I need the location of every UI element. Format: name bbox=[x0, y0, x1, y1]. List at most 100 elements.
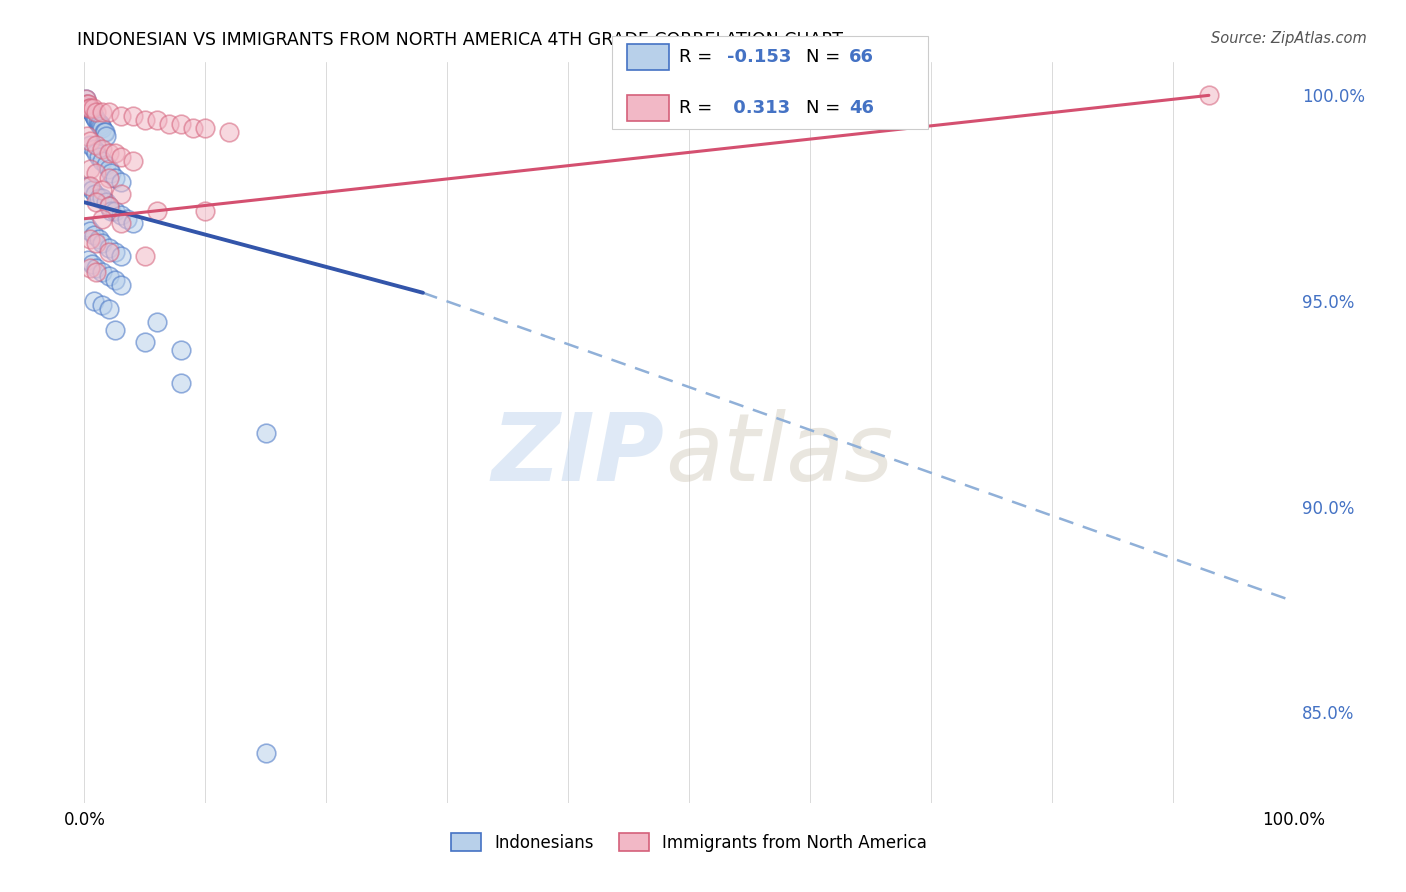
Text: 46: 46 bbox=[849, 99, 875, 117]
Point bbox=[79, 224, 101, 238]
Point bbox=[83, 109, 105, 123]
Point bbox=[86, 261, 108, 276]
Point bbox=[134, 249, 156, 263]
Point bbox=[86, 137, 108, 152]
Point bbox=[75, 92, 97, 106]
Point bbox=[84, 187, 107, 202]
Point bbox=[170, 117, 193, 131]
Point bbox=[87, 232, 110, 246]
Point bbox=[110, 187, 132, 202]
Point bbox=[97, 244, 120, 259]
Point bbox=[254, 747, 277, 761]
Point bbox=[86, 145, 108, 160]
Point bbox=[104, 145, 127, 160]
Point bbox=[110, 216, 132, 230]
Point bbox=[97, 302, 120, 317]
Text: N =: N = bbox=[806, 48, 845, 66]
Point bbox=[86, 195, 108, 210]
Point bbox=[83, 228, 105, 243]
Point bbox=[91, 121, 114, 136]
Point bbox=[194, 121, 217, 136]
Point bbox=[80, 257, 103, 271]
Point bbox=[100, 166, 122, 180]
Point bbox=[87, 117, 110, 131]
Text: INDONESIAN VS IMMIGRANTS FROM NORTH AMERICA 4TH GRADE CORRELATION CHART: INDONESIAN VS IMMIGRANTS FROM NORTH AMER… bbox=[77, 31, 844, 49]
Point bbox=[89, 117, 111, 131]
Text: R =: R = bbox=[679, 99, 718, 117]
Point bbox=[91, 154, 114, 169]
Text: N =: N = bbox=[806, 99, 845, 117]
Point bbox=[254, 425, 277, 440]
Point bbox=[146, 203, 169, 218]
Point bbox=[79, 101, 101, 115]
Point bbox=[93, 125, 115, 139]
Point bbox=[121, 216, 143, 230]
Point bbox=[91, 211, 114, 226]
Point bbox=[77, 101, 100, 115]
Point bbox=[86, 236, 108, 251]
Point bbox=[104, 273, 127, 287]
Point bbox=[79, 232, 101, 246]
Point bbox=[97, 162, 120, 177]
Text: R =: R = bbox=[679, 48, 718, 66]
Point bbox=[91, 104, 114, 119]
Point bbox=[218, 125, 240, 139]
Point bbox=[194, 203, 217, 218]
Point bbox=[110, 150, 132, 164]
Point bbox=[97, 145, 120, 160]
Point bbox=[170, 376, 193, 391]
Point bbox=[104, 244, 127, 259]
Point bbox=[79, 134, 101, 148]
Point bbox=[86, 113, 108, 128]
Point bbox=[77, 96, 100, 111]
Point bbox=[86, 104, 108, 119]
Point bbox=[91, 183, 114, 197]
Point bbox=[91, 191, 114, 205]
Point bbox=[94, 125, 117, 139]
Text: atlas: atlas bbox=[665, 409, 893, 500]
Point bbox=[94, 195, 117, 210]
Point bbox=[97, 170, 120, 185]
Point bbox=[83, 142, 105, 156]
Point bbox=[104, 323, 127, 337]
Point bbox=[157, 117, 180, 131]
Text: ZIP: ZIP bbox=[492, 409, 665, 500]
Point bbox=[110, 249, 132, 263]
Point bbox=[76, 96, 98, 111]
Point bbox=[77, 98, 100, 112]
Point bbox=[134, 113, 156, 128]
Point bbox=[80, 183, 103, 197]
Point bbox=[86, 115, 108, 129]
Point bbox=[84, 111, 107, 125]
Point bbox=[104, 203, 127, 218]
Point bbox=[82, 101, 104, 115]
Point bbox=[94, 129, 117, 144]
Point bbox=[97, 240, 120, 254]
Text: 66: 66 bbox=[849, 48, 875, 66]
Point bbox=[170, 343, 193, 358]
Point bbox=[79, 137, 101, 152]
Point bbox=[110, 277, 132, 292]
Point bbox=[83, 293, 105, 308]
Point bbox=[91, 298, 114, 312]
Point bbox=[79, 178, 101, 193]
Point bbox=[115, 211, 138, 226]
Point bbox=[86, 166, 108, 180]
Point bbox=[80, 104, 103, 119]
Point bbox=[76, 219, 98, 234]
Point bbox=[76, 129, 98, 144]
Point bbox=[90, 119, 112, 133]
Point bbox=[87, 150, 110, 164]
Point bbox=[86, 265, 108, 279]
Text: Source: ZipAtlas.com: Source: ZipAtlas.com bbox=[1211, 31, 1367, 46]
Point bbox=[97, 104, 120, 119]
Point bbox=[100, 203, 122, 218]
Point bbox=[75, 92, 97, 106]
Point bbox=[87, 191, 110, 205]
Point bbox=[110, 175, 132, 189]
Point bbox=[104, 170, 127, 185]
Legend: Indonesians, Immigrants from North America: Indonesians, Immigrants from North Ameri… bbox=[444, 827, 934, 858]
Point bbox=[97, 199, 120, 213]
Point bbox=[82, 107, 104, 121]
Point bbox=[146, 113, 169, 128]
